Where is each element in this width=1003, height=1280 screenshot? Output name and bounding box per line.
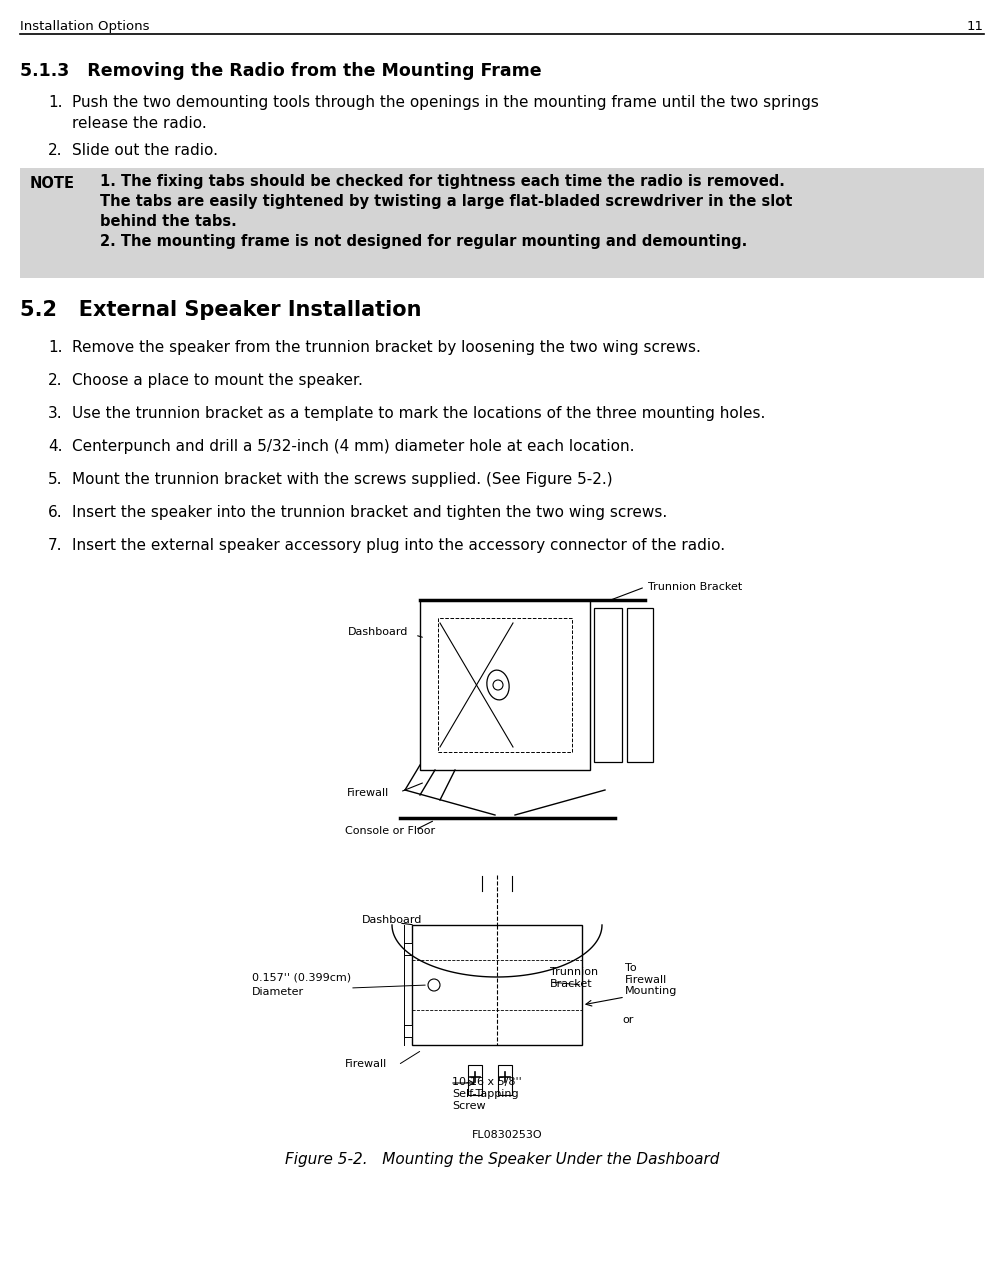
Text: Centerpunch and drill a 5/32-inch (4 mm) diameter hole at each location.: Centerpunch and drill a 5/32-inch (4 mm)…: [72, 439, 634, 454]
Circle shape: [427, 979, 439, 991]
Bar: [594, 608, 622, 762]
Text: 0.157'' (0.399cm): 0.157'' (0.399cm): [252, 973, 351, 983]
Text: 1.: 1.: [48, 95, 62, 110]
Text: 2.: 2.: [48, 372, 62, 388]
Text: 2.: 2.: [48, 143, 62, 157]
Text: The tabs are easily tightened by twisting a large flat-bladed screwdriver in the: The tabs are easily tightened by twistin…: [100, 195, 791, 209]
Text: Self-Tapping: Self-Tapping: [451, 1089, 519, 1100]
Text: Diameter: Diameter: [252, 987, 304, 997]
Text: Trunnion Bracket: Trunnion Bracket: [647, 582, 741, 591]
Text: 3.: 3.: [48, 406, 62, 421]
Text: 7.: 7.: [48, 538, 62, 553]
Text: To
Firewall
Mounting: To Firewall Mounting: [625, 963, 677, 996]
Bar: [497, 1065, 512, 1094]
Text: NOTE: NOTE: [30, 175, 75, 191]
Text: Console or Floor: Console or Floor: [345, 826, 434, 836]
Bar: [437, 618, 572, 751]
Text: 10-16 x 5/8'': 10-16 x 5/8'': [451, 1076, 522, 1087]
Text: Screw: Screw: [451, 1101, 485, 1111]
Bar: [419, 600, 590, 771]
Bar: [20, 168, 983, 278]
Bar: [411, 925, 582, 1044]
Ellipse shape: [486, 671, 509, 700]
Bar: [627, 608, 652, 762]
Text: 5.: 5.: [48, 472, 62, 486]
Text: 11: 11: [966, 20, 983, 33]
Text: Insert the external speaker accessory plug into the accessory connector of the r: Insert the external speaker accessory pl…: [72, 538, 724, 553]
Text: Mount the trunnion bracket with the screws supplied. (See Figure 5-2.): Mount the trunnion bracket with the scre…: [72, 472, 612, 486]
Bar: [467, 1065, 481, 1094]
Text: Figure 5-2.   Mounting the Speaker Under the Dashboard: Figure 5-2. Mounting the Speaker Under t…: [285, 1152, 718, 1167]
Text: Dashboard: Dashboard: [362, 915, 422, 925]
Text: 6.: 6.: [48, 506, 62, 520]
Text: Slide out the radio.: Slide out the radio.: [72, 143, 218, 157]
Text: 1. The fixing tabs should be checked for tightness each time the radio is remove: 1. The fixing tabs should be checked for…: [100, 174, 784, 189]
Text: release the radio.: release the radio.: [72, 116, 207, 131]
Text: 4.: 4.: [48, 439, 62, 454]
Text: or: or: [622, 1015, 633, 1025]
Text: 5.2   External Speaker Installation: 5.2 External Speaker Installation: [20, 300, 421, 320]
Text: Remove the speaker from the trunnion bracket by loosening the two wing screws.: Remove the speaker from the trunnion bra…: [72, 340, 700, 355]
Text: Firewall: Firewall: [345, 1059, 387, 1069]
Text: FL0830253O: FL0830253O: [471, 1130, 542, 1140]
Text: Insert the speaker into the trunnion bracket and tighten the two wing screws.: Insert the speaker into the trunnion bra…: [72, 506, 667, 520]
Text: Choose a place to mount the speaker.: Choose a place to mount the speaker.: [72, 372, 362, 388]
Text: Dashboard: Dashboard: [348, 627, 408, 637]
Text: behind the tabs.: behind the tabs.: [100, 214, 237, 229]
Text: Installation Options: Installation Options: [20, 20, 149, 33]
Text: Push the two demounting tools through the openings in the mounting frame until t: Push the two demounting tools through th…: [72, 95, 818, 110]
Text: 2. The mounting frame is not designed for regular mounting and demounting.: 2. The mounting frame is not designed fo…: [100, 234, 746, 250]
Text: 1.: 1.: [48, 340, 62, 355]
Bar: [403, 1025, 411, 1037]
Text: 5.1.3   Removing the Radio from the Mounting Frame: 5.1.3 Removing the Radio from the Mounti…: [20, 61, 541, 79]
Text: Firewall: Firewall: [347, 788, 389, 797]
Circle shape: [492, 680, 503, 690]
Bar: [403, 943, 411, 955]
Text: Trunnion
Bracket: Trunnion Bracket: [550, 966, 598, 988]
Text: Use the trunnion bracket as a template to mark the locations of the three mounti: Use the trunnion bracket as a template t…: [72, 406, 764, 421]
